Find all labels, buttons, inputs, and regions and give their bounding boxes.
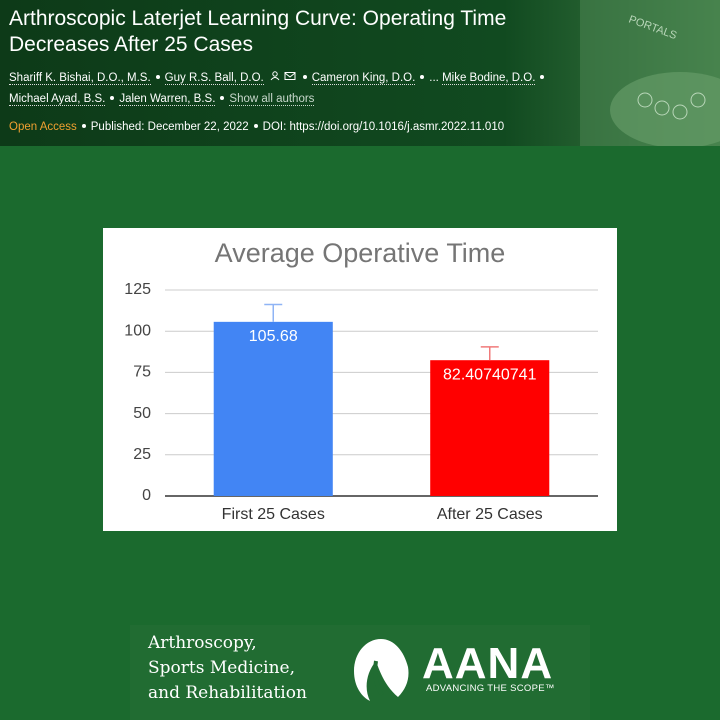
separator (110, 95, 115, 100)
doi[interactable]: DOI: https://doi.org/10.1016/j.asmr.2022… (262, 121, 505, 133)
data-label: 82.40740741 (443, 366, 537, 383)
separator (540, 74, 545, 79)
brand: AANA (422, 639, 554, 688)
author-name[interactable]: Guy R.S. Ball, D.O. (164, 72, 264, 85)
x-tick-label: First 25 Cases (222, 506, 325, 523)
y-tick-label: 0 (142, 487, 151, 504)
separator (302, 74, 307, 79)
bar (430, 360, 550, 496)
aana-logo (354, 639, 409, 701)
author-icons[interactable] (270, 71, 298, 81)
separator (253, 123, 258, 128)
data-label: 105.68 (249, 328, 298, 345)
separator (420, 74, 425, 79)
y-tick-label: 125 (124, 281, 151, 298)
more-authors: ... (429, 72, 439, 84)
journal-name: Sports Medicine, (148, 658, 296, 678)
chart-panel: Average Operative Time 0 25 50 75 100 125 Firs… (103, 228, 617, 531)
journal-name: Arthroscopy, (148, 633, 257, 653)
article-title: Arthroscopic Laterjet Learning Curve: Op… (9, 7, 507, 56)
bar (213, 321, 333, 496)
chart: Average Operative Time 0 25 50 75 100 125 Firs… (124, 238, 598, 523)
illustration: PORTALS (580, 0, 720, 146)
author-name[interactable]: Shariff K. Bishai, D.O., M.S. (9, 72, 151, 85)
journal-footer: Arthroscopy, Sports Medicine, and Rehabi… (130, 625, 590, 720)
tagline: ADVANCING THE SCOPE™ (426, 683, 555, 694)
author-name[interactable]: Jalen Warren, B.S. (119, 93, 216, 106)
y-tick-label: 100 (124, 322, 151, 339)
y-tick-label: 25 (133, 446, 151, 463)
article-meta: Open Access Published: December 22, 2022 D… (9, 121, 504, 133)
article-header: PORTALS Arthroscopic Laterjet Learning C… (0, 0, 720, 146)
author-name[interactable]: Mike Bodine, D.O. (442, 72, 536, 85)
author-name[interactable]: Michael Ayad, B.S. (9, 93, 106, 106)
journal-name: and Rehabilitation (148, 683, 307, 703)
x-tick-label: After 25 Cases (437, 506, 543, 523)
open-access[interactable]: Open Access (9, 121, 77, 133)
show-all-authors[interactable]: Show all authors (229, 93, 315, 106)
published-date: Published: December 22, 2022 (90, 121, 249, 133)
chart-title: Average Operative Time (215, 238, 506, 268)
separator (155, 74, 160, 79)
separator (220, 95, 225, 100)
y-tick-label: 50 (133, 405, 151, 422)
author-name[interactable]: Cameron King, D.O. (311, 72, 416, 85)
y-tick-label: 75 (133, 364, 151, 381)
separator (81, 123, 86, 128)
author-list: Shariff K. Bishai, D.O., M.S. Guy R.S. Ba… (9, 68, 609, 110)
